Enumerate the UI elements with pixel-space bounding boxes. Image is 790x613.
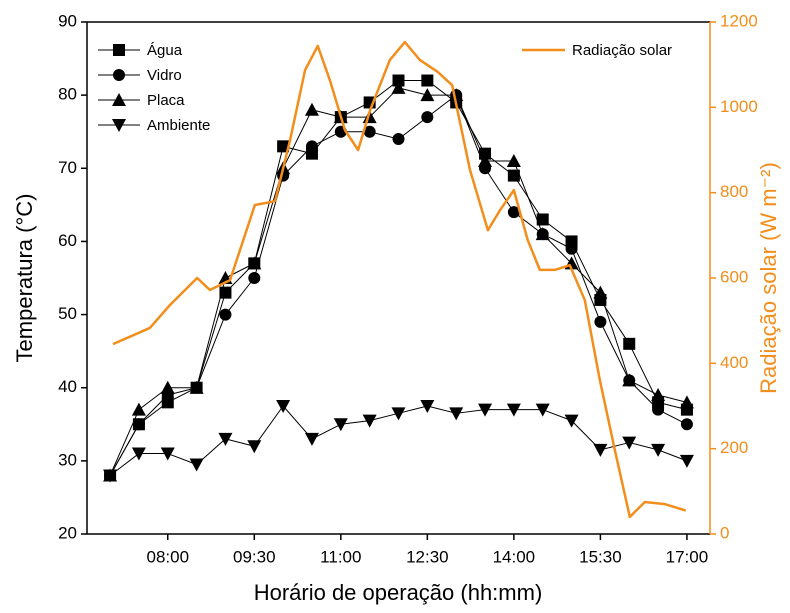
legend-marker	[112, 93, 126, 106]
data-point	[652, 403, 665, 416]
data-point	[219, 308, 232, 321]
y-tick-label: 50	[58, 304, 77, 323]
data-point	[420, 88, 435, 102]
data-point	[623, 337, 636, 350]
data-point	[622, 436, 637, 450]
x-tick-label: 08:00	[146, 547, 189, 566]
legend-marker	[113, 69, 125, 81]
data-point	[189, 380, 204, 394]
data-point	[103, 469, 118, 483]
data-point	[594, 315, 607, 328]
radiation-line	[112, 40, 687, 519]
data-point	[160, 447, 175, 461]
legend-marker	[113, 44, 125, 56]
data-point	[593, 285, 608, 299]
data-point	[131, 447, 146, 461]
data-point	[362, 414, 377, 428]
legend-label: Ambiente	[147, 117, 210, 134]
data-point	[131, 402, 146, 416]
data-point	[276, 400, 291, 413]
x-tick-label: 11:00	[320, 547, 361, 566]
y-tick-label: 60	[58, 231, 77, 250]
x-tick-label: 09:30	[233, 547, 276, 566]
data-point	[392, 74, 405, 87]
legend-label: Radiação solar	[572, 42, 672, 59]
data-point	[680, 418, 693, 431]
data-point	[564, 414, 579, 428]
y-axis-label: Temperatura (°C)	[12, 194, 37, 363]
legend-marker	[112, 119, 126, 132]
data-point	[535, 403, 550, 417]
data-point	[478, 153, 493, 167]
data-point	[506, 153, 521, 167]
x-tick-label: 15:30	[579, 547, 622, 566]
x-tick-label: 14:00	[493, 547, 536, 566]
data-point	[391, 407, 406, 421]
data-point	[622, 373, 637, 387]
y2-tick-label: 0	[720, 523, 729, 542]
y2-tick-label: 200	[720, 438, 748, 457]
data-point	[679, 395, 694, 409]
data-point	[536, 213, 549, 226]
data-point	[506, 403, 521, 417]
data-point	[247, 440, 262, 454]
legend-label: Vidro	[147, 67, 182, 84]
data-point	[679, 454, 694, 468]
data-point	[449, 407, 464, 421]
data-point	[565, 242, 578, 255]
data-point	[391, 80, 406, 94]
data-point	[421, 74, 434, 87]
data-point	[421, 111, 434, 124]
y2-tick-label: 1200	[720, 11, 758, 30]
data-point	[392, 133, 405, 146]
y-tick-label: 80	[58, 85, 77, 104]
data-point	[420, 400, 435, 413]
data-point	[248, 272, 261, 284]
y2-tick-label: 800	[720, 182, 748, 201]
data-point	[304, 432, 319, 446]
data-point	[160, 380, 175, 394]
data-point	[507, 169, 520, 182]
data-point	[449, 88, 464, 102]
data-point	[333, 418, 348, 432]
data-point	[363, 125, 376, 138]
y2-tick-label: 400	[720, 353, 748, 372]
data-point	[305, 140, 318, 153]
legend-label: Água	[147, 42, 183, 59]
x-axis-label: Horário de operação (hh:mm)	[254, 580, 543, 605]
y-tick-label: 40	[58, 377, 77, 396]
y2-tick-label: 600	[720, 267, 748, 286]
data-point	[478, 403, 493, 417]
data-point	[132, 418, 145, 431]
x-tick-label: 17:00	[666, 547, 709, 566]
y2-axis-label: Radiação solar (W m⁻²)	[756, 162, 781, 394]
x-tick-label: 12:30	[406, 547, 449, 566]
data-point	[651, 388, 666, 402]
legend-label: Placa	[147, 92, 185, 109]
data-point	[651, 443, 666, 457]
data-point	[218, 432, 233, 446]
data-point	[479, 147, 492, 160]
data-point	[507, 206, 520, 219]
data-point	[189, 458, 204, 472]
data-point	[535, 227, 550, 241]
y-tick-label: 20	[58, 523, 77, 542]
y2-tick-label: 1000	[720, 97, 758, 116]
y-tick-label: 90	[58, 11, 77, 30]
data-point	[593, 443, 608, 457]
y-tick-label: 30	[58, 450, 77, 469]
data-point	[277, 140, 290, 153]
y-tick-label: 70	[58, 158, 77, 177]
data-point	[304, 102, 319, 116]
data-point	[247, 256, 262, 270]
